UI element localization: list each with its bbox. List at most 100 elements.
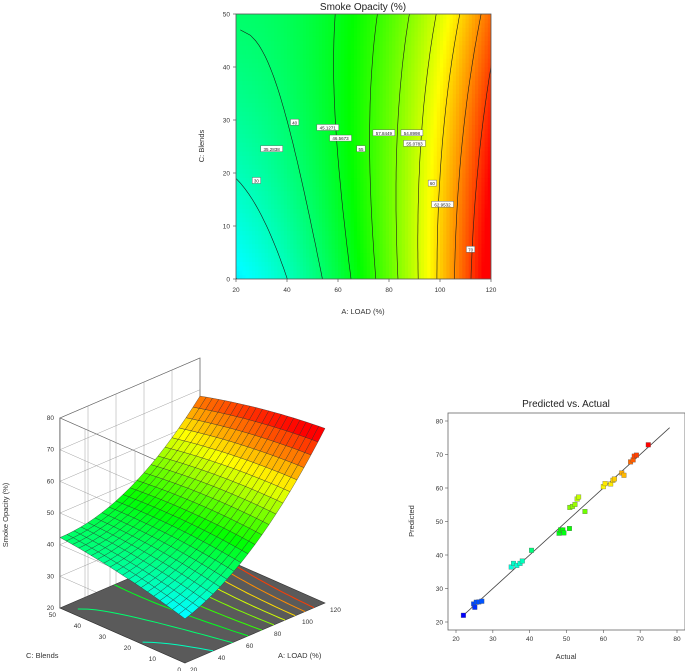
heatmap-cell [385, 49, 390, 55]
heatmap-cell [261, 270, 266, 276]
heatmap-cell [293, 221, 298, 227]
heatmap-cell [455, 111, 460, 117]
heatmap-cell [267, 53, 272, 59]
heatmap-cell [389, 62, 393, 68]
heatmap-cell [455, 261, 460, 267]
heatmap-cell [255, 53, 259, 59]
heatmap-cell [261, 212, 266, 218]
heatmap-cell [293, 208, 298, 214]
heatmap-cell [446, 195, 451, 201]
heatmap-cell [411, 239, 416, 245]
heatmap-cell [357, 230, 361, 236]
heatmap-cell [306, 67, 310, 73]
heatmap-cell [338, 44, 342, 50]
heatmap-cell [382, 44, 387, 50]
heatmap-cell [344, 106, 349, 112]
heatmap-cell [350, 128, 355, 134]
heatmap-cell [395, 40, 400, 46]
heatmap-cell [487, 230, 491, 236]
heatmap-cell [306, 164, 310, 170]
heatmap-cell [264, 234, 269, 240]
heatmap-cell [408, 27, 412, 33]
heatmap-cell [382, 40, 387, 46]
heatmap-cell [331, 186, 336, 192]
heatmap-cell [312, 230, 317, 236]
heatmap-cell [299, 22, 304, 28]
heatmap-cell [424, 53, 428, 59]
heatmap-cell [382, 67, 387, 73]
contour-y-tick-label: 20 [223, 170, 231, 177]
heatmap-cell [449, 44, 454, 50]
heatmap-cell [242, 195, 247, 201]
heatmap-cell [366, 181, 371, 187]
heatmap-cell [280, 40, 285, 46]
heatmap-cell [258, 164, 263, 170]
heatmap-cell [385, 173, 390, 179]
heatmap-cell [293, 111, 298, 117]
heatmap-cell [264, 71, 269, 77]
heatmap-cell [404, 234, 409, 240]
heatmap-cell [389, 243, 393, 249]
heatmap-cell [433, 221, 438, 227]
heatmap-cell [277, 128, 282, 134]
heatmap-cell [283, 243, 288, 249]
heatmap-cell [239, 40, 243, 46]
heatmap-cell [328, 27, 333, 33]
heatmap-cell [411, 261, 416, 267]
heatmap-cell [411, 270, 416, 276]
heatmap-cell [347, 89, 352, 95]
heatmap-cell [481, 164, 486, 170]
heatmap-cell [414, 221, 419, 227]
heatmap-cell [392, 212, 396, 218]
heatmap-cell [290, 75, 294, 81]
heatmap-cell [318, 274, 323, 279]
heatmap-cell [452, 71, 457, 77]
heatmap-cell [465, 217, 470, 223]
heatmap-cell [236, 256, 240, 262]
heatmap-cell [420, 62, 425, 68]
heatmap-cell [411, 120, 416, 126]
heatmap-cell [290, 181, 294, 187]
heatmap-cell [487, 93, 491, 99]
heatmap-cell [277, 195, 282, 201]
heatmap-cell [255, 217, 259, 223]
heatmap-cell [290, 159, 294, 165]
heatmap-cell [385, 58, 390, 64]
heatmap-cell [363, 208, 368, 214]
heatmap-cell [478, 173, 483, 179]
heatmap-cell [385, 221, 390, 227]
heatmap-cell [369, 203, 374, 209]
heatmap-cell [427, 164, 432, 170]
heatmap-cell [484, 89, 489, 95]
heatmap-cell [251, 208, 256, 214]
heatmap-cell [363, 106, 368, 112]
heatmap-cell [338, 226, 342, 232]
heatmap-cell [360, 80, 365, 86]
heatmap-cell [318, 177, 323, 183]
heatmap-cell [328, 150, 333, 156]
heatmap-cell [471, 195, 476, 201]
heatmap-cell [373, 58, 377, 64]
heatmap-cell [417, 111, 422, 117]
heatmap-cell [347, 84, 352, 90]
heatmap-cell [280, 173, 285, 179]
heatmap-cell [398, 27, 403, 33]
heatmap-cell [299, 226, 304, 232]
heatmap-cell [318, 14, 323, 20]
heatmap-cell [293, 261, 298, 267]
heatmap-cell [379, 212, 384, 218]
heatmap-cell [248, 248, 253, 254]
heatmap-cell [325, 199, 330, 205]
heatmap-cell [274, 155, 279, 161]
heatmap-cell [468, 80, 473, 86]
heatmap-cell [471, 89, 476, 95]
heatmap-cell [484, 124, 489, 130]
heatmap-cell [411, 71, 416, 77]
heatmap-cell [287, 75, 291, 81]
heatmap-cell [239, 133, 243, 139]
heatmap-cell [404, 155, 409, 161]
heatmap-cell [389, 67, 393, 73]
heatmap-cell [318, 195, 323, 201]
heatmap-cell [379, 14, 384, 20]
heatmap-cell [363, 256, 368, 262]
